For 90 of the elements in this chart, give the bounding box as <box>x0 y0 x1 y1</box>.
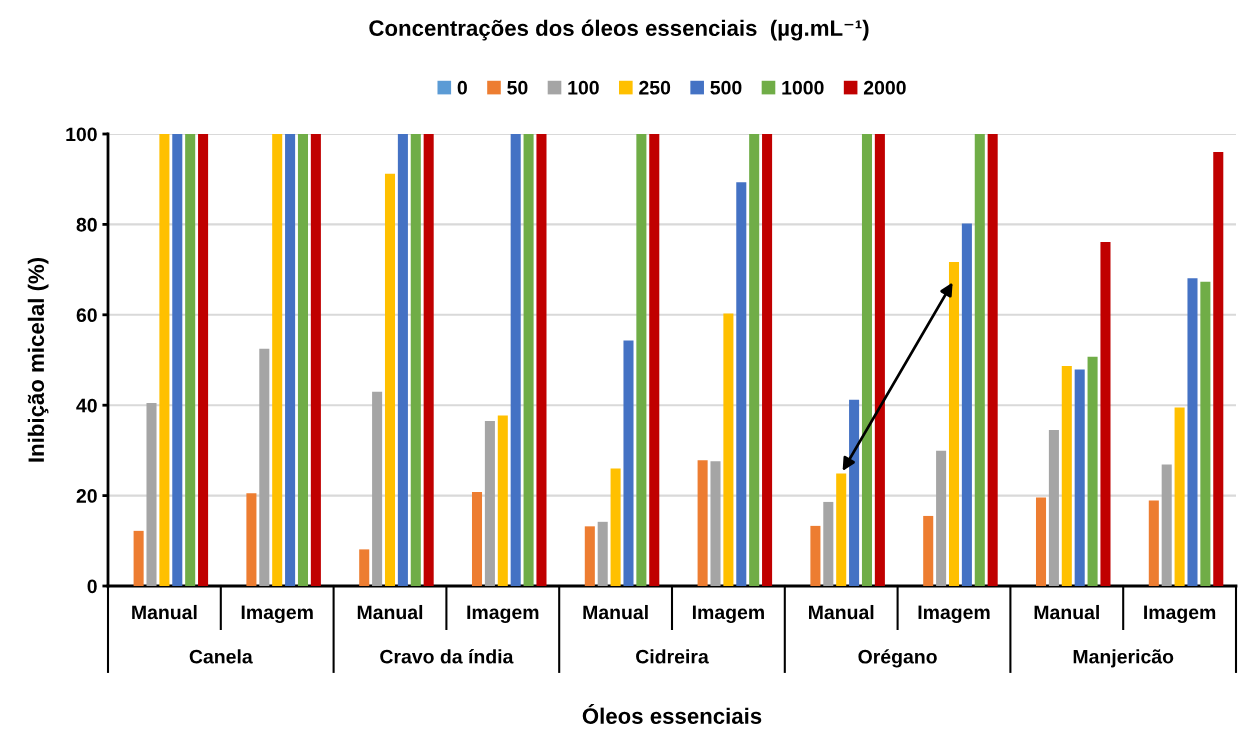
legend-label: 1000 <box>782 80 824 95</box>
bar <box>198 134 209 586</box>
bar <box>272 134 283 586</box>
text: Cidreira <box>636 649 709 664</box>
x-tick-label: Imagem <box>467 605 539 624</box>
bar <box>246 493 257 586</box>
bar <box>836 473 847 586</box>
bar <box>523 134 534 586</box>
bar <box>874 134 885 586</box>
bar <box>823 501 834 586</box>
y-tick-label: 60 <box>76 308 97 323</box>
y-tick-label: 20 <box>76 489 97 503</box>
bar <box>762 134 773 586</box>
bar <box>710 461 721 586</box>
bar <box>285 134 296 586</box>
bar <box>1148 500 1159 586</box>
x-tick-label: Imagem <box>1144 605 1216 624</box>
bar <box>384 173 396 586</box>
bar <box>1200 281 1211 586</box>
x-axis-title: Óleos essenciais <box>582 704 762 724</box>
y-tick-label: 80 <box>76 217 97 232</box>
bar <box>610 468 621 586</box>
bar <box>623 340 634 586</box>
bar <box>948 261 960 586</box>
bar <box>936 450 947 586</box>
x-tick-label: Imagem <box>692 605 764 624</box>
bar <box>1174 407 1185 586</box>
chart-title: Concentrações dos óleos essenciais (µg.mL⁻¹) <box>369 19 869 41</box>
bar <box>1048 430 1059 586</box>
bar <box>974 134 985 586</box>
bar <box>987 134 998 586</box>
bar <box>410 134 421 586</box>
x-tick-label: Manual <box>1034 604 1099 620</box>
bar <box>259 348 270 586</box>
x-tick-label: Imagem <box>918 605 990 624</box>
bar <box>146 402 157 586</box>
bar <box>1187 278 1198 586</box>
legend-label: 2000 <box>863 80 906 95</box>
bar <box>736 182 747 586</box>
bar <box>1100 242 1111 586</box>
bar <box>1061 365 1072 586</box>
x-tick-label: Imagem <box>241 605 313 624</box>
bar <box>536 134 547 586</box>
bar <box>923 515 934 586</box>
y-tick-label: 100 <box>66 127 97 142</box>
bar <box>172 134 183 586</box>
bar <box>810 525 821 586</box>
y-tick-label: 0 <box>87 579 97 594</box>
legend-label: 100 <box>568 80 599 95</box>
bar <box>584 526 595 586</box>
bar <box>397 134 408 586</box>
bar <box>297 134 309 586</box>
x-tick-label: Manual <box>809 604 874 620</box>
text: Orégano <box>858 649 937 668</box>
x-tick-label: Manual <box>583 604 648 620</box>
bar <box>1161 464 1172 586</box>
y-axis-title: Inibição micelal (%) <box>27 257 49 462</box>
bar <box>423 134 434 586</box>
y-tick-label: 40 <box>76 398 97 413</box>
bar <box>1087 356 1098 586</box>
legend-label: 250 <box>639 80 671 95</box>
bar <box>471 491 483 586</box>
text: Canela <box>189 649 253 664</box>
bar <box>1074 369 1085 586</box>
legend-label: 0 <box>457 80 467 95</box>
bar <box>484 421 495 586</box>
legend-label: 50 <box>507 80 528 95</box>
bar <box>1213 152 1224 586</box>
bar <box>649 134 660 586</box>
bar <box>133 530 144 586</box>
bar <box>861 134 873 586</box>
text: Manjericão <box>1073 649 1174 668</box>
bar <box>359 549 370 586</box>
bar <box>749 134 760 586</box>
bar <box>697 460 708 586</box>
text: Cravo da índia <box>380 649 514 664</box>
bar <box>636 134 647 586</box>
bar <box>597 521 608 586</box>
bar <box>961 223 972 586</box>
x-tick-label: Manual <box>357 604 423 620</box>
bar <box>185 134 196 586</box>
legend-label: 500 <box>710 80 742 95</box>
bar <box>497 415 508 586</box>
bar <box>510 134 521 586</box>
bar <box>310 134 321 586</box>
bar <box>159 134 170 586</box>
bar <box>372 391 383 586</box>
bar <box>723 313 734 586</box>
x-tick-label: Manual <box>132 604 197 620</box>
bar <box>1035 497 1047 586</box>
